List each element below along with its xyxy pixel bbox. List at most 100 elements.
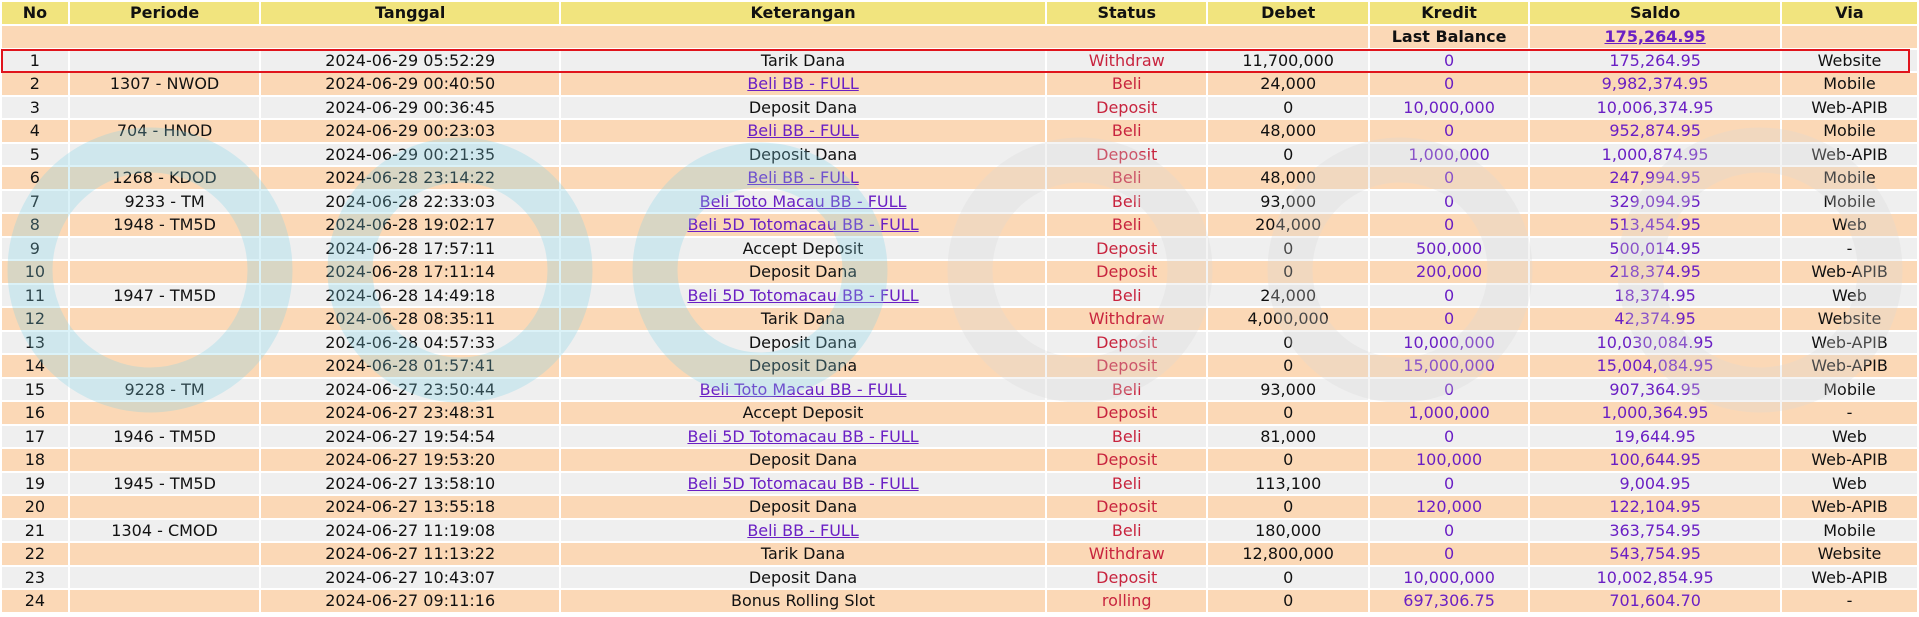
keterangan-link[interactable]: Beli BB - FULL (747, 121, 859, 140)
cell-via: - (1782, 237, 1917, 259)
cell-tanggal: 2024-06-27 19:53:20 (261, 449, 560, 471)
keterangan-link[interactable]: Beli 5D Totomacau BB - FULL (687, 473, 919, 493)
table-row: 18 2024-06-27 19:53:20 Deposit Dana Deposit… (2, 449, 1917, 471)
cell-status: Withdraw (1047, 308, 1207, 330)
cell-no: 19 (2, 472, 68, 494)
col-keterangan: Keterangan (561, 2, 1045, 24)
keterangan-link[interactable]: Beli 5D Totomacau BB - FULL (687, 215, 919, 234)
col-no: No (2, 2, 68, 24)
cell-tanggal: 2024-06-27 13:55:18 (261, 496, 560, 518)
col-via: Via (1782, 2, 1917, 24)
table-row: 19 1945 - TM5D 2024-06-27 13:58:10 Beli 5D … (2, 472, 1917, 494)
cell-via: Web-APIB (1782, 496, 1917, 518)
table-row: 24 2024-06-27 09:11:16 Bonus Rolling Slot r… (2, 590, 1917, 612)
cell-periode: 704 - HNOD (69, 120, 260, 142)
keterangan-link[interactable]: Beli BB - FULL (747, 520, 859, 540)
cell-tanggal: 2024-06-28 01:57:41 (261, 355, 560, 377)
cell-debet: 93,000 (1208, 190, 1368, 212)
cell-kredit: 0 (1369, 378, 1529, 400)
cell-keterangan: Accept Deposit (561, 402, 1045, 424)
cell-via: Web-APIB (1782, 566, 1917, 588)
table-row: 20 2024-06-27 13:55:18 Deposit Dana Deposit… (2, 496, 1917, 518)
cell-no: 3 (2, 96, 68, 118)
cell-kredit: 0 (1369, 308, 1529, 330)
cell-kredit: 0 (1369, 49, 1529, 71)
cell-debet: 24,000 (1208, 284, 1368, 306)
cell-saldo: 247,994.95 (1530, 167, 1780, 189)
table-row: 13 2024-06-28 04:57:33 Deposit Dana Deposit… (2, 331, 1917, 353)
cell-kredit: 0 (1369, 472, 1529, 494)
table-row: 22 2024-06-27 11:13:22 Tarik Dana Withdraw 1… (2, 543, 1917, 565)
table-row: 15 9228 - TM 2024-06-27 23:50:44 Beli Toto … (2, 378, 1917, 400)
cell-no: 20 (2, 496, 68, 518)
cell-status: Beli (1047, 425, 1207, 447)
keterangan-link[interactable]: Beli 5D Totomacau BB - FULL (687, 285, 919, 305)
cell-status: Deposit (1047, 331, 1207, 353)
cell-kredit: 0 (1369, 284, 1529, 306)
keterangan-link[interactable]: Beli 5D Totomacau BB - FULL (687, 426, 919, 446)
cell-tanggal: 2024-06-28 19:02:17 (261, 214, 560, 236)
cell-status: Deposit (1047, 402, 1207, 424)
cell-saldo: 122,104.95 (1530, 496, 1780, 518)
cell-status: Deposit (1047, 143, 1207, 165)
cell-tanggal: 2024-06-29 00:21:35 (261, 143, 560, 165)
cell-keterangan: Beli BB - FULL (561, 120, 1045, 142)
cell-debet: 24,000 (1208, 73, 1368, 95)
cell-periode (69, 355, 260, 377)
cell-debet: 0 (1208, 96, 1368, 118)
cell-saldo: 363,754.95 (1530, 519, 1780, 541)
cell-kredit: 200,000 (1369, 261, 1529, 283)
keterangan-link[interactable]: Beli Toto Macau BB - FULL (699, 379, 907, 399)
cell-kredit: 0 (1369, 519, 1529, 541)
cell-tanggal: 2024-06-29 00:36:45 (261, 96, 560, 118)
cell-periode: 1947 - TM5D (69, 284, 260, 306)
table-row: 8 1948 - TM5D 2024-06-28 19:02:17 Beli 5D T… (2, 214, 1917, 236)
table-row: 9 2024-06-28 17:57:11 Accept Deposit Deposi… (2, 237, 1917, 259)
cell-tanggal: 2024-06-27 10:43:07 (261, 566, 560, 588)
cell-periode: 1948 - TM5D (69, 214, 260, 236)
table-row: 10 2024-06-28 17:11:14 Deposit Dana Deposit… (2, 261, 1917, 283)
cell-keterangan: Beli 5D Totomacau BB - FULL (561, 472, 1045, 494)
cell-periode (69, 96, 260, 118)
cell-tanggal: 2024-06-28 14:49:18 (261, 284, 560, 306)
cell-keterangan: Deposit Dana (561, 143, 1045, 165)
cell-periode (69, 237, 260, 259)
cell-via: Mobile (1782, 190, 1917, 212)
cell-status: Beli (1047, 378, 1207, 400)
cell-kredit: 1,000,000 (1369, 143, 1529, 165)
cell-tanggal: 2024-06-27 23:48:31 (261, 402, 560, 424)
cell-saldo: 100,644.95 (1530, 449, 1780, 471)
cell-status: Deposit (1047, 96, 1207, 118)
cell-via: Web-APIB (1782, 331, 1917, 353)
table-row: 4 704 - HNOD 2024-06-29 00:23:03 Beli BB - … (2, 120, 1917, 142)
cell-no: 1 (2, 49, 68, 71)
table-row: 21 1304 - CMOD 2024-06-27 11:19:08 Beli BB … (2, 519, 1917, 541)
cell-via: Web (1782, 284, 1917, 306)
cell-saldo: 175,264.95 (1530, 49, 1780, 71)
keterangan-link[interactable]: Beli Toto Macau BB - FULL (699, 191, 907, 211)
col-status: Status (1047, 2, 1207, 24)
cell-no: 7 (2, 190, 68, 212)
cell-via: Mobile (1782, 167, 1917, 189)
cell-debet: 81,000 (1208, 425, 1368, 447)
cell-keterangan: Deposit Dana (561, 566, 1045, 588)
table-row: 5 2024-06-29 00:21:35 Deposit Dana Deposit 0… (2, 143, 1917, 165)
keterangan-link[interactable]: Beli BB - FULL (747, 74, 859, 93)
last-balance-value[interactable]: 175,264.95 (1530, 26, 1780, 48)
cell-tanggal: 2024-06-27 11:19:08 (261, 519, 560, 541)
cell-no: 17 (2, 425, 68, 447)
cell-keterangan: Deposit Dana (561, 331, 1045, 353)
cell-tanggal: 2024-06-27 13:58:10 (261, 472, 560, 494)
cell-kredit: 0 (1369, 167, 1529, 189)
cell-status: Deposit (1047, 496, 1207, 518)
keterangan-link[interactable]: Beli BB - FULL (747, 168, 859, 187)
cell-via: - (1782, 590, 1917, 612)
table-row: 1 2024-06-29 05:52:29 Tarik Dana Withdraw 11… (2, 49, 1917, 71)
cell-kredit: 1,000,000 (1369, 402, 1529, 424)
cell-no: 10 (2, 261, 68, 283)
cell-no: 5 (2, 143, 68, 165)
cell-periode: 9233 - TM (69, 190, 260, 212)
cell-periode (69, 49, 260, 71)
cell-keterangan: Beli Toto Macau BB - FULL (561, 378, 1045, 400)
